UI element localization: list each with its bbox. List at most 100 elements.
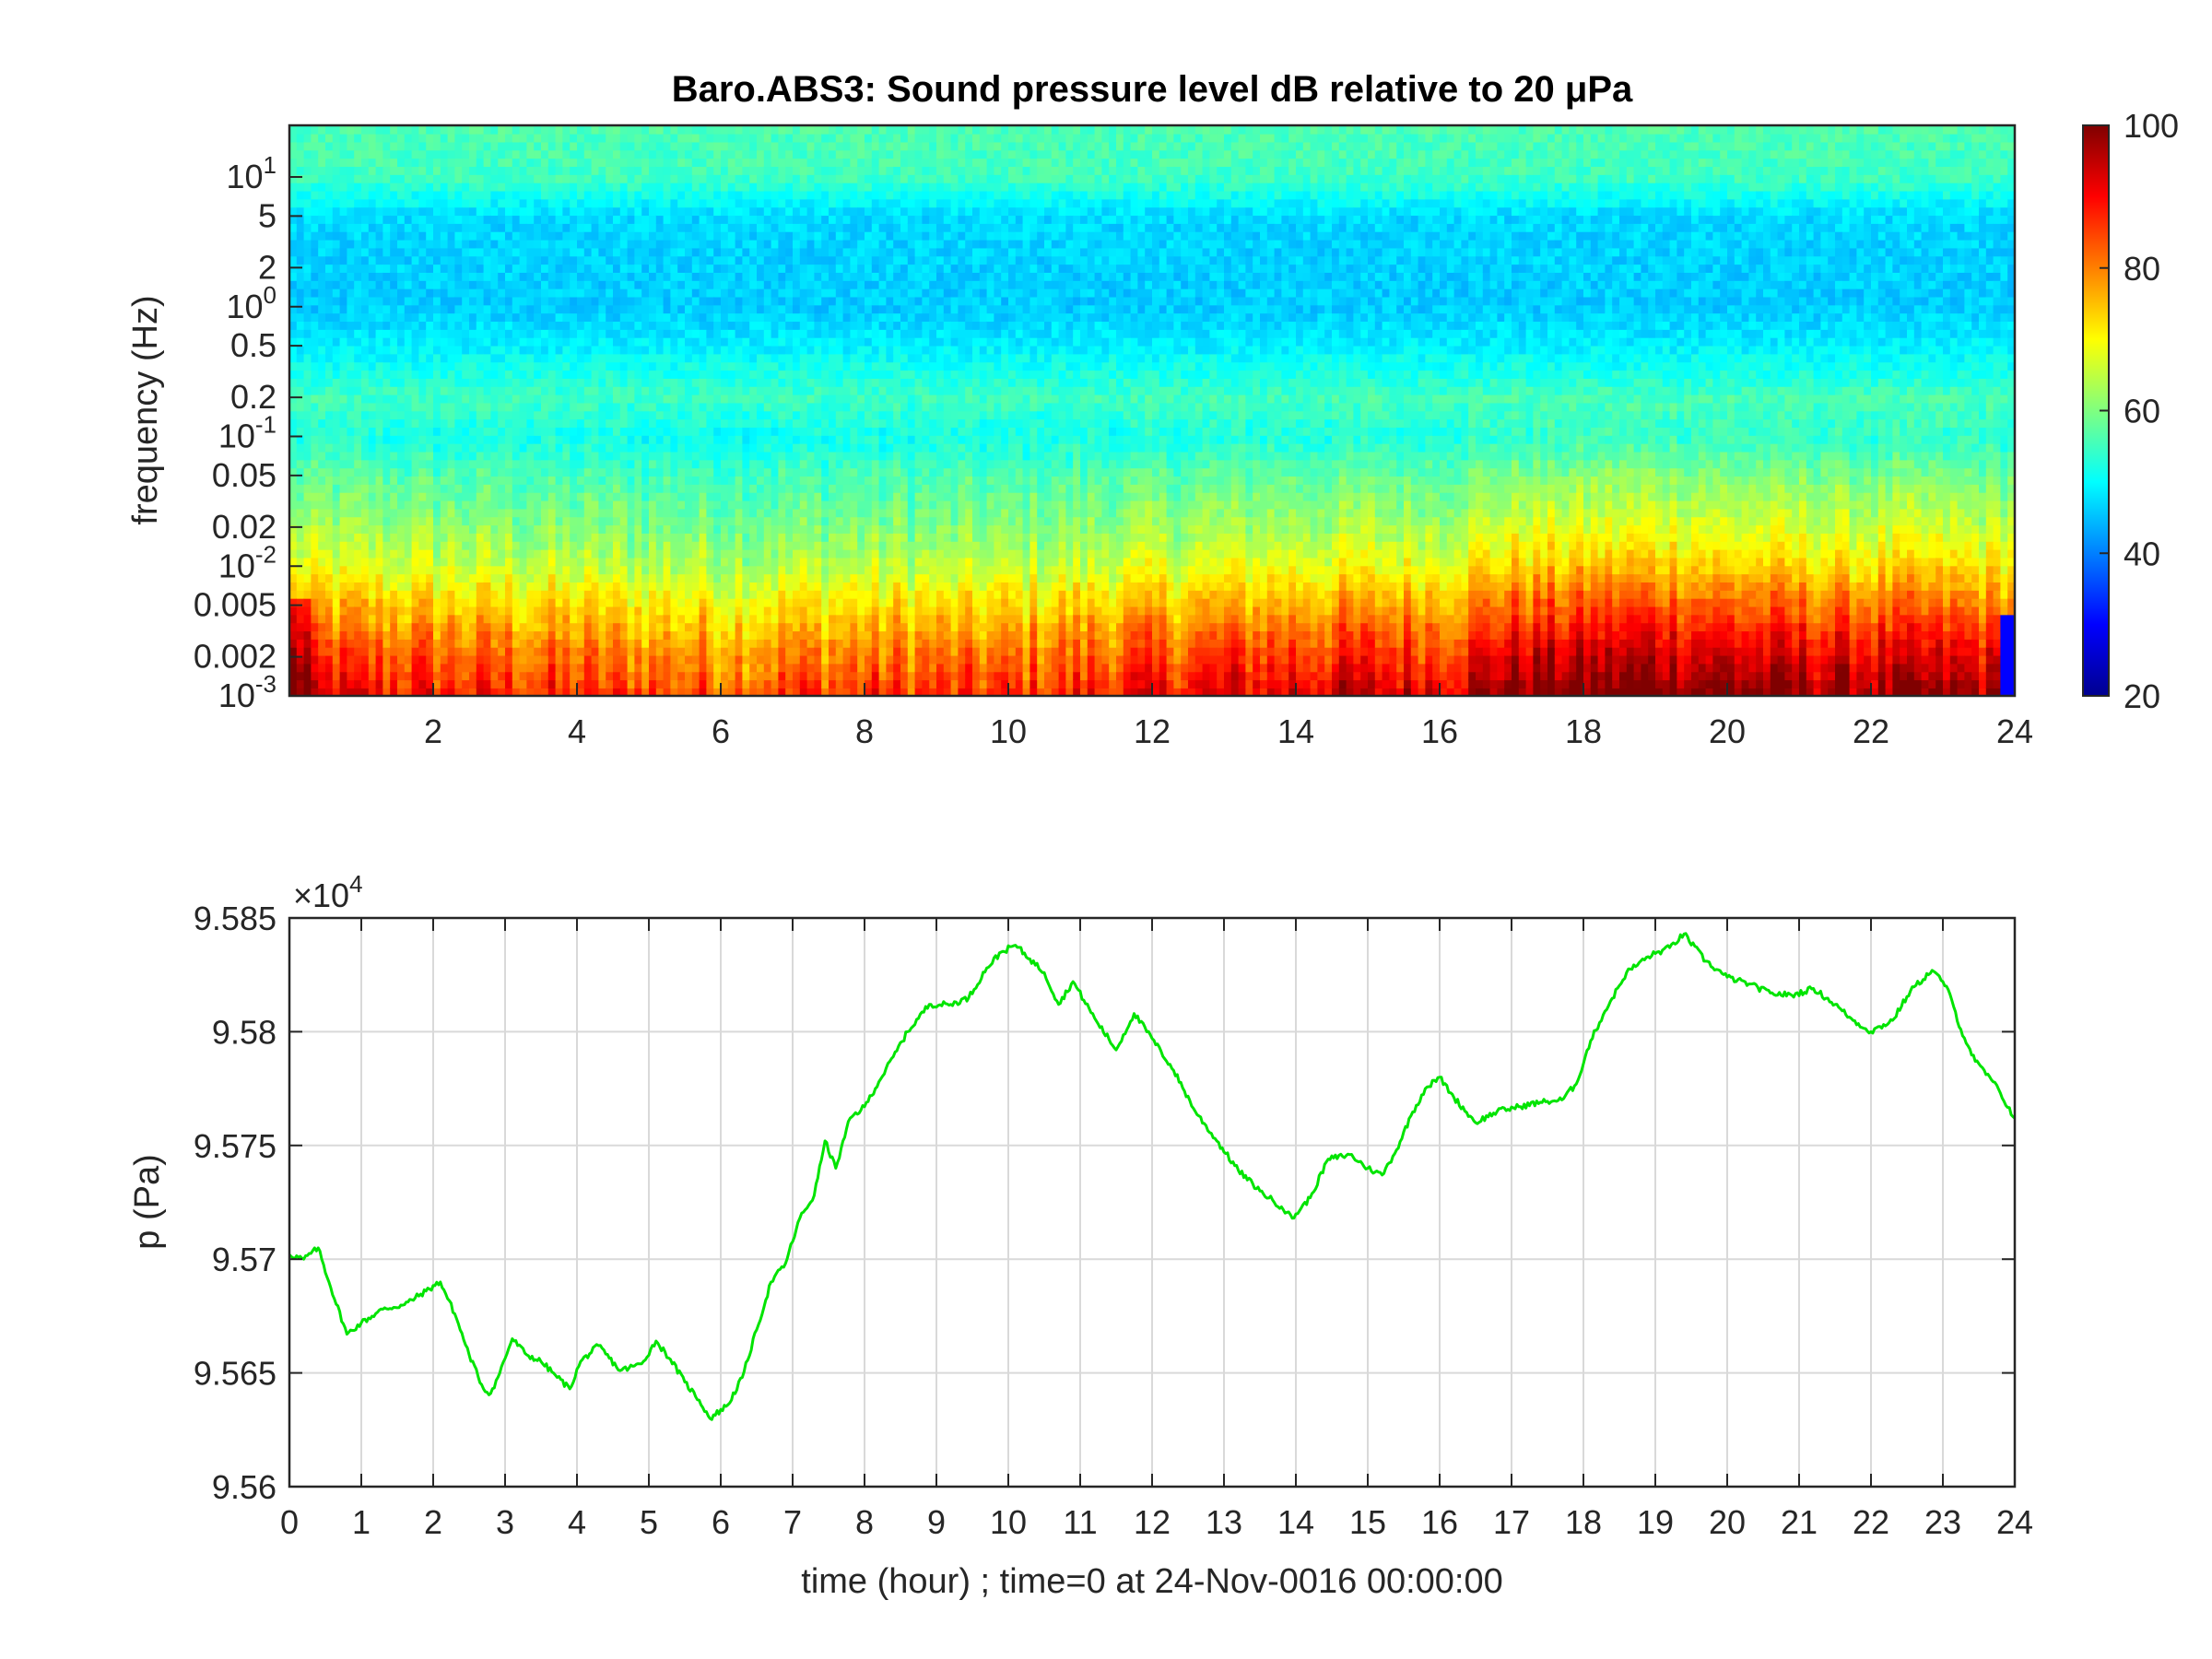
spectrogram-cell bbox=[483, 557, 492, 567]
spectrogram-cell bbox=[440, 597, 449, 607]
spectrogram-cell bbox=[296, 402, 305, 412]
spectrogram-cell bbox=[547, 304, 557, 314]
spectrogram-cell bbox=[613, 174, 621, 183]
spectrogram-cell bbox=[289, 516, 298, 526]
spectrogram-cell bbox=[311, 394, 319, 404]
spectrogram-cell bbox=[483, 402, 492, 412]
spectrogram-cell bbox=[418, 442, 427, 453]
spectrogram-cell bbox=[547, 540, 557, 550]
spectrogram-cell bbox=[677, 247, 686, 257]
spectrogram-cell bbox=[397, 329, 406, 338]
spectrogram-cell bbox=[534, 427, 542, 436]
spectrogram-cell bbox=[354, 663, 362, 673]
spectrogram-cell bbox=[311, 622, 319, 632]
spectrogram-cell bbox=[778, 418, 786, 428]
spectrogram-cell bbox=[498, 435, 506, 444]
spectrogram-cell bbox=[727, 679, 736, 688]
spectrogram-cell bbox=[591, 630, 600, 640]
spectrogram-cell bbox=[490, 533, 499, 542]
spectrogram-cell bbox=[677, 565, 686, 575]
spectrogram-cell bbox=[397, 336, 406, 347]
spectrogram-cell bbox=[641, 630, 650, 640]
spectrogram-cell bbox=[541, 663, 549, 673]
spectrogram-cell bbox=[534, 524, 542, 534]
spectrogram-cell bbox=[655, 264, 665, 273]
spectrogram-cell bbox=[591, 288, 600, 298]
spectrogram-cell bbox=[454, 255, 463, 265]
spectrogram-cell bbox=[670, 467, 678, 477]
spectrogram-cell bbox=[598, 190, 606, 200]
spectrogram-cell bbox=[519, 158, 528, 168]
spectrogram-cell bbox=[757, 321, 765, 330]
spectrogram-cell bbox=[757, 671, 765, 681]
spectrogram-cell bbox=[339, 679, 348, 688]
spectrogram-cell bbox=[311, 312, 319, 323]
spectrogram-cell bbox=[361, 548, 370, 559]
spectrogram-cell bbox=[440, 451, 449, 461]
spectrogram-cell bbox=[347, 614, 355, 624]
spectrogram-cell bbox=[735, 639, 744, 648]
spectrogram-cell bbox=[785, 435, 794, 444]
spectrogram-cell bbox=[476, 361, 485, 371]
spectrogram-cell bbox=[519, 418, 528, 428]
spectrogram-cell bbox=[411, 533, 420, 542]
spectrogram-cell bbox=[785, 622, 794, 632]
spectrogram-cell bbox=[404, 321, 413, 330]
spectrogram-cell bbox=[706, 174, 714, 183]
spectrogram-cell bbox=[598, 427, 606, 436]
spectrogram-cell bbox=[634, 565, 642, 575]
spectrogram-cell bbox=[454, 590, 463, 599]
spectrogram-cell bbox=[454, 516, 463, 526]
spectrogram-cell bbox=[547, 336, 557, 347]
spectrogram-cell bbox=[663, 296, 672, 306]
spectrogram-cell bbox=[706, 654, 714, 665]
spectrogram-cell bbox=[512, 345, 521, 355]
spectrogram-cell bbox=[462, 484, 470, 493]
spectrogram-cell bbox=[691, 361, 700, 371]
spectrogram-cell bbox=[627, 459, 636, 469]
spectrogram-cell bbox=[354, 476, 362, 485]
spectrogram-cell bbox=[663, 230, 672, 241]
spectrogram-cell bbox=[771, 646, 780, 656]
spectrogram-cell bbox=[534, 548, 542, 559]
spectrogram-cell bbox=[634, 582, 642, 591]
spectrogram-cell bbox=[303, 190, 312, 200]
spectrogram-cell bbox=[347, 435, 355, 444]
spectrogram-cell bbox=[289, 614, 298, 624]
spectrogram-cell bbox=[619, 174, 629, 183]
spectrogram-cell bbox=[303, 247, 312, 257]
spectrogram-cell bbox=[757, 442, 765, 453]
spectrogram-cell bbox=[727, 239, 736, 249]
spectrogram-cell bbox=[663, 614, 672, 624]
spectrogram-cell bbox=[347, 557, 355, 567]
spectrogram-cell bbox=[627, 442, 636, 453]
spectrogram-cell bbox=[606, 565, 614, 575]
spectrogram-cell bbox=[663, 630, 672, 640]
spectrogram-cell bbox=[670, 247, 678, 257]
spectrogram-cell bbox=[318, 133, 326, 143]
spectrogram-cell bbox=[426, 418, 434, 428]
spectrogram-cell bbox=[382, 230, 391, 241]
spectrogram-cell bbox=[699, 533, 708, 542]
spectrogram-cell bbox=[591, 182, 600, 192]
spectrogram-cell bbox=[462, 247, 470, 257]
spectrogram-cell bbox=[649, 329, 657, 338]
spectrogram-cell bbox=[562, 491, 571, 501]
spectrogram-cell bbox=[685, 442, 693, 453]
spectrogram-cell bbox=[519, 166, 528, 175]
spectrogram-cell bbox=[799, 639, 808, 648]
spectrogram-cell bbox=[382, 524, 391, 534]
spectrogram-cell bbox=[570, 247, 578, 257]
spectrogram-cell bbox=[433, 247, 441, 257]
spectrogram-cell bbox=[411, 614, 420, 624]
spectrogram-cell bbox=[411, 516, 420, 526]
spectrogram-cell bbox=[763, 614, 772, 624]
spectrogram-cell bbox=[591, 459, 600, 469]
spectrogram-cell bbox=[547, 427, 557, 436]
spectrogram-cell bbox=[555, 548, 564, 559]
spectrogram-cell bbox=[619, 688, 629, 696]
spectrogram-cell bbox=[685, 548, 693, 559]
spectrogram-cell bbox=[799, 491, 808, 501]
spectrogram-cell bbox=[505, 272, 513, 281]
spectrogram-cell bbox=[706, 548, 714, 559]
